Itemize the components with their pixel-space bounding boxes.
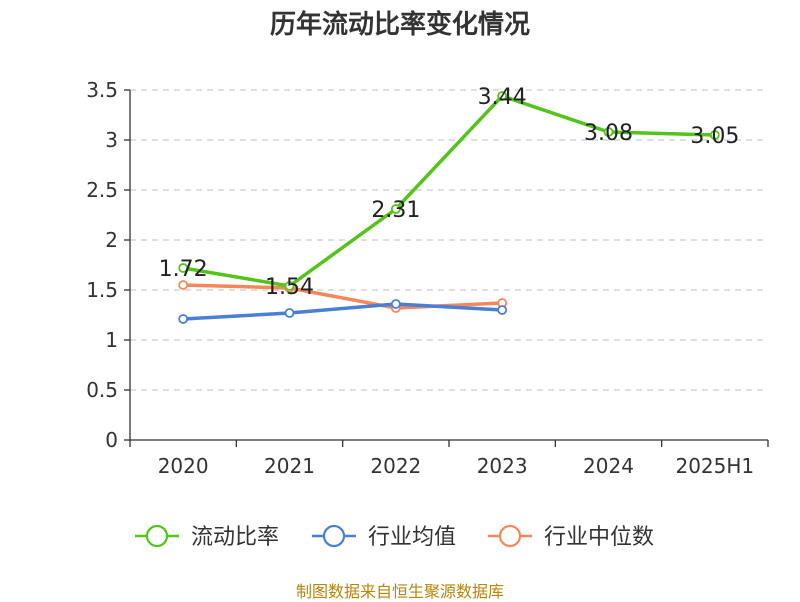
data-point <box>603 127 614 137</box>
legend-label: 流动比率 <box>191 525 279 550</box>
x-tick-label: 2025H1 <box>675 454 754 478</box>
y-tick-label: 3 <box>105 128 118 152</box>
legend: 流动比率 行业均值 行业中位数 <box>135 524 654 550</box>
data-point <box>178 314 189 324</box>
legend-marker <box>322 524 346 548</box>
legend-marker <box>145 524 169 548</box>
y-tick-label: 2 <box>105 228 118 252</box>
x-tick-label: 2020 <box>158 454 209 478</box>
data-point <box>178 280 189 290</box>
series-lines <box>178 91 720 324</box>
axes: 0 0.5 1 1.5 2 2.5 3 3.5 2020 2021 2022 2023 2024 2025… <box>86 78 769 478</box>
data-label: 3.44 <box>478 85 527 110</box>
y-tick-label: 0 <box>105 428 118 452</box>
series-line <box>183 283 503 310</box>
x-tick-label: 2024 <box>583 454 634 478</box>
x-tick-label: 2023 <box>477 454 528 478</box>
legend-item: 行业均值 <box>312 524 456 550</box>
data-point <box>390 204 401 214</box>
data-point <box>284 281 295 291</box>
data-point <box>178 263 189 273</box>
data-label: 2.31 <box>371 198 420 223</box>
data-point <box>390 299 401 309</box>
data-label: 1.54 <box>265 275 314 300</box>
x-tick-label: 2021 <box>264 454 315 478</box>
series-line <box>183 302 503 321</box>
legend-label: 行业中位数 <box>544 525 654 550</box>
data-label: 1.72 <box>159 257 208 282</box>
data-point <box>497 91 508 101</box>
data-labels: 1.72 1.54 2.31 3.44 3.08 3.05 <box>159 85 740 300</box>
y-tick-label: 2.5 <box>86 178 118 202</box>
y-tick-label: 1.5 <box>86 278 118 302</box>
data-point <box>709 130 720 140</box>
series-line <box>182 94 715 288</box>
grid-lines <box>130 89 768 391</box>
y-tick-label: 0.5 <box>86 378 118 402</box>
legend-item: 行业中位数 <box>488 524 654 550</box>
data-label: 3.05 <box>690 124 739 149</box>
legend-label: 行业均值 <box>368 525 456 550</box>
legend-item: 流动比率 <box>135 524 279 550</box>
y-tick-label: 1 <box>105 328 118 352</box>
y-tick-label: 3.5 <box>86 78 118 102</box>
source-note: 制图数据来自恒生聚源数据库 <box>295 582 504 601</box>
data-point <box>284 308 295 318</box>
x-tick-label: 2022 <box>370 454 421 478</box>
data-label: 3.08 <box>584 121 633 146</box>
chart-title: 历年流动比率变化情况 <box>269 10 530 40</box>
data-point <box>497 305 508 315</box>
legend-marker <box>498 524 522 548</box>
